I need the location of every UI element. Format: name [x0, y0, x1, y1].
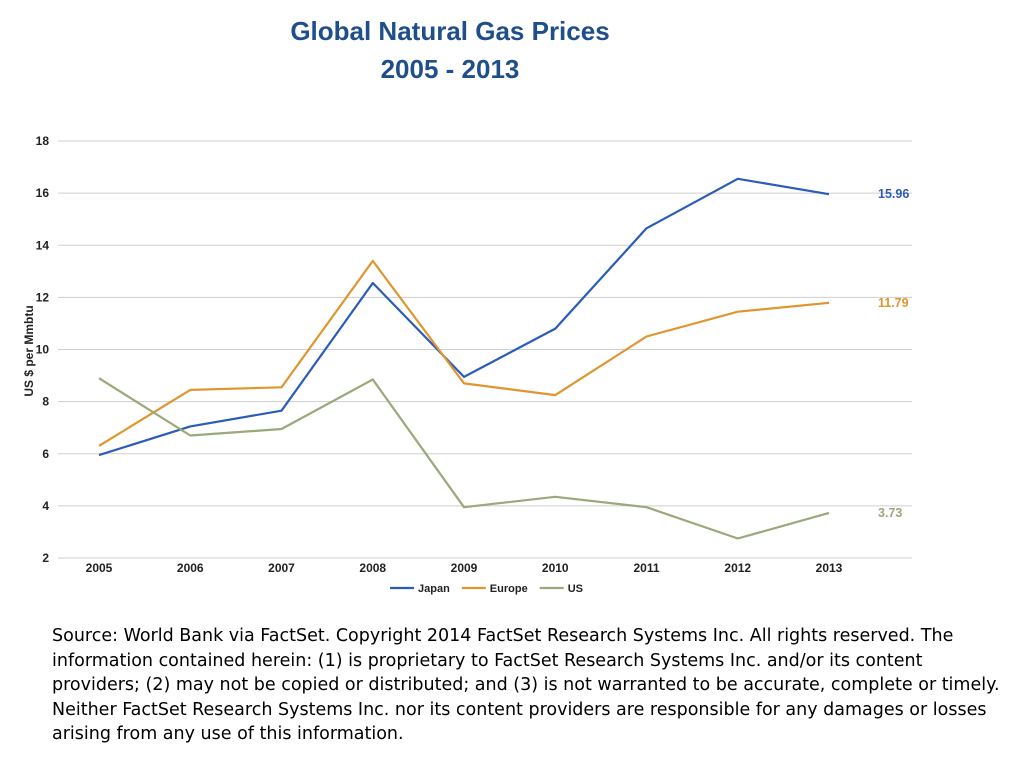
- y-tick-label: 6: [42, 447, 49, 461]
- series-lines: [98, 177, 830, 540]
- chart-title: Global Natural Gas Prices: [290, 16, 610, 46]
- end-label-japan: 15.96: [878, 187, 909, 201]
- x-tick-label: 2009: [451, 561, 478, 575]
- x-tick-labels: 2005 2006 2007 2008 2009 2010 2011 2012 2013: [86, 561, 843, 575]
- end-label-us: 3.73: [878, 506, 902, 520]
- series-line-us: [98, 377, 830, 540]
- x-tick-label: 2012: [724, 561, 751, 575]
- y-tick-label: 14: [36, 238, 50, 252]
- y-tick-label: 16: [36, 186, 50, 200]
- legend-label-japan: Japan: [418, 583, 450, 595]
- gridlines: [58, 140, 912, 559]
- x-tick-label: 2011: [633, 561, 659, 575]
- series-line-europe: [98, 259, 830, 447]
- x-tick-label: 2007: [268, 561, 295, 575]
- y-tick-labels: 2 4 6 8 10 12 14 16 18: [36, 134, 50, 565]
- x-tick-label: 2010: [542, 561, 569, 575]
- y-axis-title: US $ per Mmbtu: [22, 305, 36, 396]
- chart-subtitle: 2005 - 2013: [380, 54, 520, 84]
- chart-title-block: Global Natural Gas Prices 2005 - 2013: [250, 12, 650, 88]
- y-tick-label: 8: [42, 395, 49, 409]
- y-tick-label: 2: [42, 551, 49, 565]
- y-tick-label: 10: [36, 343, 50, 357]
- legend-label-europe: Europe: [490, 583, 528, 595]
- y-tick-label: 12: [36, 290, 50, 304]
- x-tick-label: 2005: [86, 561, 113, 575]
- x-tick-label: 2013: [816, 561, 843, 575]
- legend: Japan Europe US: [390, 583, 583, 595]
- series-line-japan: [98, 177, 830, 457]
- end-value-labels: 15.96 11.79 3.73: [878, 187, 909, 520]
- source-note: Source: World Bank via FactSet. Copyrigh…: [52, 626, 1000, 744]
- x-tick-label: 2008: [359, 561, 386, 575]
- legend-label-us: US: [568, 583, 583, 595]
- end-label-europe: 11.79: [878, 296, 909, 310]
- y-tick-label: 18: [36, 134, 50, 148]
- x-tick-label: 2006: [177, 561, 204, 575]
- y-tick-label: 4: [42, 499, 49, 513]
